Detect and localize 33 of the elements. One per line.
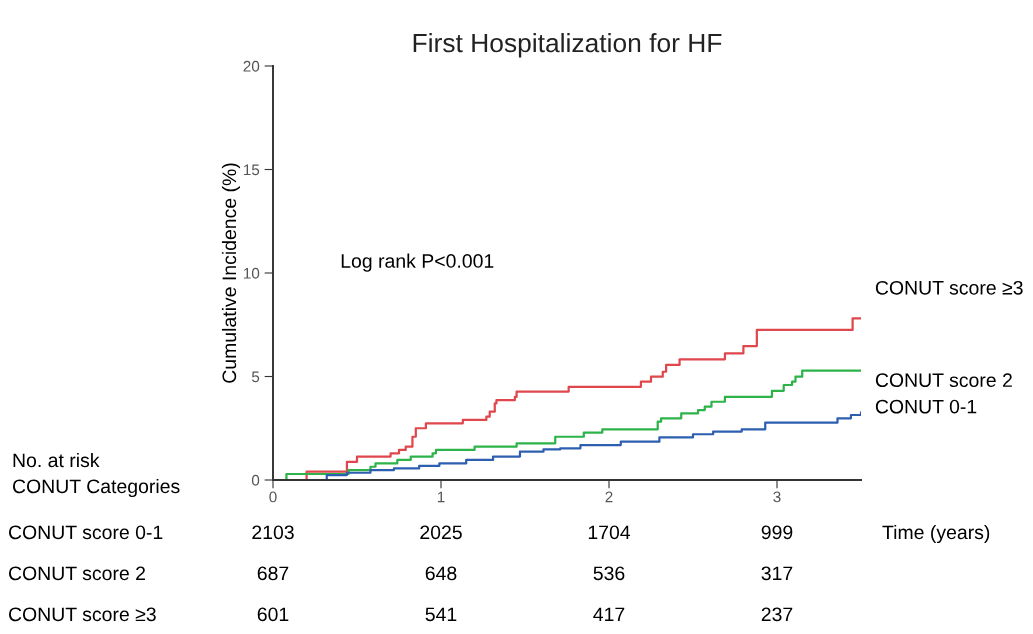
- series-label: CONUT 0-1: [875, 399, 977, 414]
- x-tick-label: 3: [773, 491, 781, 503]
- x-tick-label: 2: [605, 491, 613, 503]
- text: CONUT score 2: [8, 566, 145, 581]
- x-tick-label: 1: [437, 491, 445, 503]
- text: 601: [257, 607, 289, 622]
- text: 687: [257, 566, 289, 581]
- text: 999: [761, 525, 793, 540]
- text: CONUT score 0-1: [8, 525, 163, 540]
- chart-title: First Hospitalization for HF: [413, 32, 722, 58]
- y-axis-title: Cumulative Incidence (%): [221, 163, 241, 383]
- y-tick-label: 10: [243, 267, 260, 279]
- y-tick-label: 5: [251, 371, 260, 383]
- y-tick-label: 20: [243, 60, 260, 72]
- text: 1704: [588, 525, 631, 540]
- text: 237: [761, 607, 793, 622]
- annotation: Log rank P<0.001: [341, 253, 494, 272]
- text: 536: [593, 566, 625, 581]
- y-tick-label: 0: [251, 474, 260, 486]
- y-tick-label: 15: [243, 164, 260, 176]
- text: 2025: [420, 525, 462, 540]
- text: CONUT score ≥3: [8, 607, 156, 622]
- text: 541: [425, 607, 457, 622]
- series-label: CONUT score ≥3: [875, 280, 1023, 295]
- x-tick-label: 0: [269, 491, 277, 503]
- text: No. at risk: [13, 452, 100, 468]
- text: 417: [593, 607, 625, 622]
- text: 648: [425, 566, 457, 581]
- series-label: CONUT score 2: [875, 373, 1012, 388]
- text: CONUT Categories: [12, 478, 180, 498]
- text: 317: [761, 566, 793, 581]
- text: 2103: [252, 525, 294, 540]
- x-axis-title: Time (years): [882, 524, 990, 544]
